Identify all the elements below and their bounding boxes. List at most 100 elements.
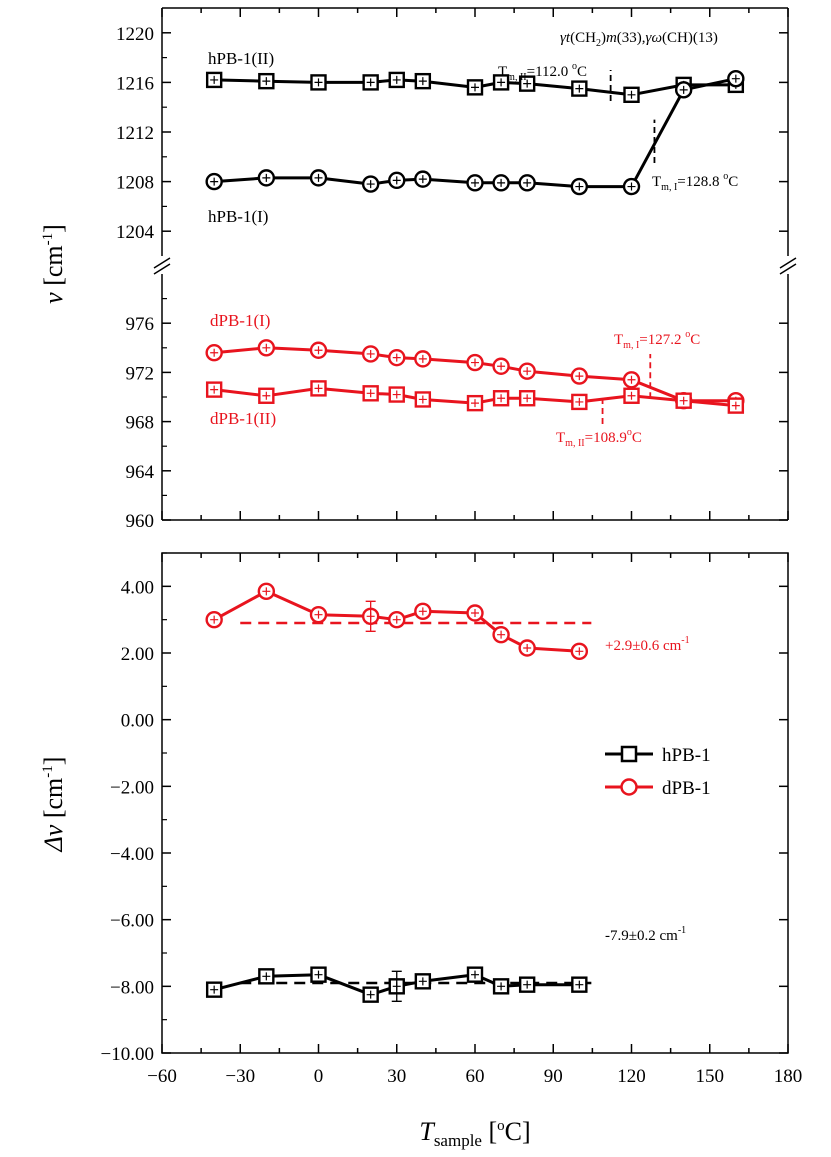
series-dpb-1-ii-point-12-errorbar — [731, 401, 740, 410]
series-dpb-1-ii-point-3-errorbar — [366, 389, 375, 398]
series-dpb-1 — [205, 582, 589, 661]
series-dpb-1-point-0-errorbar — [210, 615, 219, 624]
series-hpb-1-point-1-errorbar — [262, 972, 271, 981]
series-dpb-1-ii-point-2-errorbar — [314, 384, 323, 393]
series-dpb-1-ii — [205, 380, 745, 414]
series-dpb-1-point-5-errorbar — [418, 607, 427, 616]
top-series — [205, 69, 745, 414]
series-hpb-1-ii-point-9-errorbar — [575, 84, 584, 93]
series-hpb-1-point-8-errorbar — [523, 980, 532, 989]
series-hpb-1-i-point-3-errorbar — [366, 180, 375, 189]
bottom-ytick-label: −10.00 — [101, 1044, 154, 1065]
series-hpb-1-i-point-12-errorbar — [731, 74, 740, 83]
axis-break-left — [153, 257, 171, 275]
series-dpb-1-i-point-0-errorbar — [210, 348, 219, 357]
bottom-xtick-label: 60 — [466, 1066, 485, 1087]
series-dpb-1-i-point-6-errorbar — [471, 358, 479, 367]
annotation-tm-h-i-label: Tm, I=128.8 oC — [652, 171, 738, 193]
series-hpb-1-ii-point-0-errorbar — [210, 75, 219, 84]
series-dpb-1-point-8-errorbar — [523, 644, 532, 652]
series-hpb-1-i-point-5-errorbar — [418, 175, 427, 184]
lower-ytick-964-label: 964 — [126, 462, 155, 483]
series-dpb-1-line — [213, 589, 580, 653]
series-hpb-1-ii-point-5-errorbar — [418, 77, 427, 86]
series-dpb-1-ii-point-7-errorbar — [497, 394, 506, 403]
bottom-xtick-label: 120 — [617, 1066, 646, 1087]
top-ticks: 1204 1208 1212 1216 1220 960 964 968 972 976 — [116, 8, 789, 532]
series-dpb-1-i-point-9-errorbar — [575, 372, 584, 381]
legend-label-dpb1: dPB-1 — [662, 778, 711, 799]
series-hpb-1-i-point-7-errorbar — [497, 178, 506, 187]
bottom-xtick-label: 90 — [544, 1066, 563, 1087]
bottom-xtick-label: −30 — [225, 1066, 255, 1087]
series-hpb-1 — [205, 966, 588, 1003]
bottom-ytick-label: −4.00 — [110, 844, 154, 865]
series-hpb-1-point-3-errorbar — [366, 990, 375, 999]
axis-break-right — [779, 257, 797, 275]
series-hpb-1-ii-point-4-errorbar — [392, 75, 401, 84]
series-hpb-1-ii-point-1-errorbar — [262, 77, 271, 86]
series-hpb-1-point-7-errorbar — [497, 982, 506, 991]
series-dpb-1-ii-point-5-errorbar — [418, 395, 427, 404]
series-dpb-1-i-point-2-errorbar — [314, 346, 323, 355]
series-hpb-1-line — [213, 973, 580, 997]
annotation-tm-d-i-label: Tm, I=127.2 oC — [614, 329, 700, 351]
series-dpb-1-i-point-1-errorbar — [262, 343, 271, 352]
bottom-ytick-label: 2.00 — [121, 644, 154, 665]
bottom-ytick-label: −8.00 — [110, 977, 154, 998]
series-hpb-1-ii-point-10-errorbar — [627, 90, 636, 99]
svg-text:v [cm-1]: v [cm-1] — [39, 224, 68, 304]
bottom-xtick-label: 30 — [387, 1066, 406, 1087]
series-dpb-1-i-point-5-errorbar — [418, 354, 427, 363]
label-dpb1-i: dPB-1(I) — [210, 311, 270, 330]
label-hpb1-i: hPB-1(I) — [208, 207, 268, 226]
upper-ytick-1212-label: 1212 — [116, 123, 154, 144]
bottom-panel: −10.00 −8.00 −6.00 −4.00 −2.00 0.00 2.00 4.00 −6… — [39, 552, 803, 1150]
label-hpb1-ii: hPB-1(II) — [208, 49, 274, 68]
lower-ytick-960-label: 960 — [126, 511, 155, 532]
series-hpb-1-i-point-11-errorbar — [679, 85, 688, 94]
series-dpb-1-ii-point-10-errorbar — [627, 391, 636, 400]
series-hpb-1-ii-point-8-errorbar — [523, 79, 532, 88]
mean-label-dpb1: +2.9±0.6 cm-1 — [605, 635, 690, 654]
series-dpb-1-i-point-10-errorbar — [627, 375, 636, 384]
series-hpb-1-i — [205, 69, 745, 196]
series-dpb-1-i-point-3-errorbar — [366, 349, 375, 358]
annotation-tm-d-ii-label: Tm, II=108.9oC — [556, 427, 642, 449]
series-hpb-1-point-2-errorbar — [314, 970, 323, 979]
series-hpb-1-i-point-4-errorbar — [392, 176, 401, 185]
series-hpb-1-i-point-6-errorbar — [471, 178, 479, 187]
series-dpb-1-i-point-7-errorbar — [497, 362, 506, 371]
bottom-errorbar-0 — [365, 600, 376, 632]
series-hpb-1-ii-point-7-errorbar — [497, 78, 506, 87]
series-dpb-1-point-4-errorbar — [392, 615, 401, 624]
bottom-xtick-label: 0 — [314, 1066, 324, 1087]
series-hpb-1-ii — [205, 71, 745, 104]
series-dpb-1-ii-point-8-errorbar — [523, 394, 532, 403]
bottom-ytick-label: −6.00 — [110, 911, 154, 932]
series-hpb-1-point-6-errorbar — [471, 970, 479, 979]
bottom-ytick-label: 0.00 — [121, 711, 154, 732]
top-y-axis-label: v [cm-1] — [39, 224, 68, 304]
legend-marker-dpb1 — [620, 778, 638, 796]
series-hpb-1-ii-point-3-errorbar — [366, 78, 375, 87]
bottom-xtick-label: −60 — [147, 1066, 177, 1087]
legend-marker-hpb1 — [620, 745, 638, 763]
upper-ytick-1216-label: 1216 — [116, 73, 154, 94]
series-hpb-1-i-point-10-errorbar — [627, 182, 636, 191]
series-dpb-1-point-1-errorbar — [262, 587, 271, 596]
bottom-xtick-label: 180 — [774, 1066, 803, 1087]
bottom-series — [205, 582, 589, 1003]
series-hpb-1-point-9-errorbar — [575, 980, 584, 989]
series-hpb-1-i-point-2-errorbar — [314, 173, 323, 182]
label-dpb1-ii: dPB-1(II) — [210, 409, 276, 428]
legend-label-hpb1: hPB-1 — [662, 745, 711, 766]
top-annotations: Tm, II=112.0 oC Tm, I=128.8 oC Tm, I=127.2… — [498, 61, 738, 449]
lower-ytick-968-label: 968 — [126, 413, 155, 434]
upper-ytick-1220-label: 1220 — [116, 24, 154, 45]
series-dpb-1-ii-point-4-errorbar — [392, 390, 401, 399]
bottom-errorbar-1 — [391, 970, 402, 1002]
series-hpb-1-point-5-errorbar — [418, 977, 427, 986]
